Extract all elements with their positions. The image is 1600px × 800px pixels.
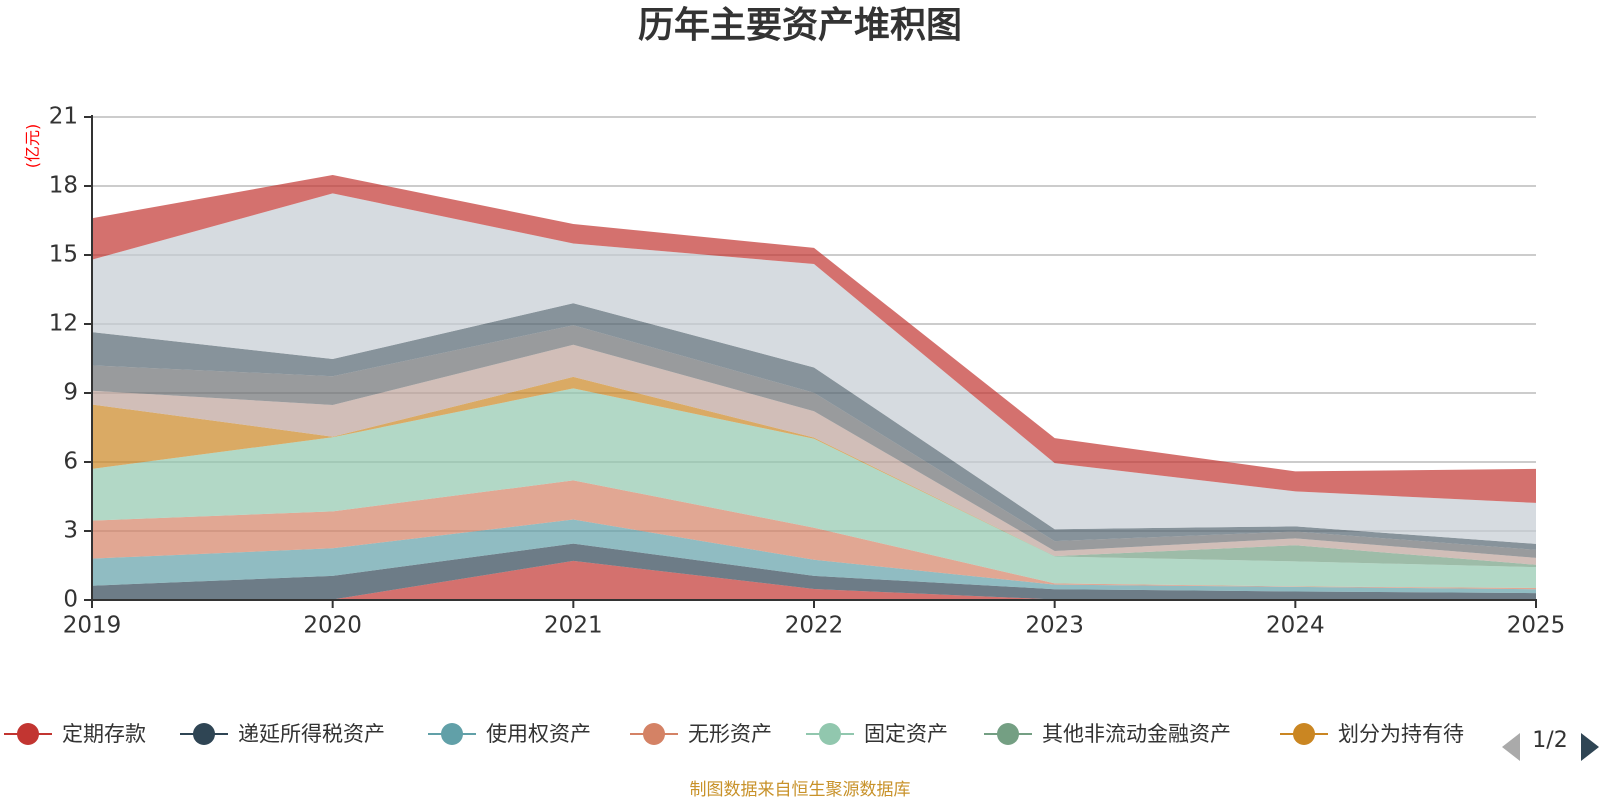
legend-item[interactable]: 其他非流动金融资产 xyxy=(984,722,1231,746)
legend-item[interactable]: 无形资产 xyxy=(630,722,772,746)
legend-circle-icon xyxy=(997,723,1019,745)
legend: 定期存款 递延所得税资产 使用权资产 无形资产 固定资产 其他非流动金融资产 划分为持有待 xyxy=(4,722,1464,746)
y-tick-label: 21 xyxy=(49,104,78,130)
y-tick-label: 3 xyxy=(63,518,78,544)
legend-label: 无形资产 xyxy=(688,722,772,746)
legend-circle-icon xyxy=(17,723,39,745)
x-tick-label: 2025 xyxy=(1507,613,1566,639)
y-tick-label: 12 xyxy=(49,311,78,337)
legend-label: 其他非流动金融资产 xyxy=(1042,722,1231,746)
legend-pager: 1/2 xyxy=(1502,728,1599,761)
y-tick-label: 15 xyxy=(49,242,78,268)
legend-item[interactable]: 使用权资产 xyxy=(428,722,591,746)
legend-item[interactable]: 划分为持有待 xyxy=(1280,722,1464,746)
legend-label: 定期存款 xyxy=(62,722,146,746)
y-tick-label: 6 xyxy=(63,449,78,475)
x-tick-label: 2024 xyxy=(1266,613,1325,639)
legend-label: 划分为持有待 xyxy=(1338,722,1464,746)
area-series-group xyxy=(92,175,1536,600)
legend-item[interactable]: 递延所得税资产 xyxy=(180,722,385,746)
legend-prev-icon[interactable] xyxy=(1502,733,1520,761)
legend-circle-icon xyxy=(1293,723,1315,745)
area-series-1 xyxy=(92,560,1536,600)
y-axis-tick-labels: 0 3 6 9 12 15 18 21 xyxy=(49,104,92,613)
area-series-11 xyxy=(92,193,1536,544)
area-series-12 xyxy=(92,175,1536,503)
legend-label: 使用权资产 xyxy=(486,722,591,746)
y-tick-label: 9 xyxy=(63,380,78,406)
x-tick-label: 2022 xyxy=(785,613,844,639)
y-tick-label: 0 xyxy=(63,587,78,613)
area-series-5 xyxy=(92,388,1536,588)
x-tick-label: 2023 xyxy=(1025,613,1084,639)
area-series-4 xyxy=(92,480,1536,590)
area-series-8 xyxy=(92,344,1536,565)
area-series-2 xyxy=(92,543,1536,600)
legend-label: 递延所得税资产 xyxy=(238,722,385,746)
legend-circle-icon xyxy=(819,723,841,745)
x-tick-label: 2020 xyxy=(303,613,362,639)
data-source-note: 制图数据来自恒生聚源数据库 xyxy=(690,780,911,800)
legend-next-icon[interactable] xyxy=(1581,733,1599,761)
legend-page-indicator: 1/2 xyxy=(1532,728,1567,753)
legend-circle-icon xyxy=(193,723,215,745)
y-axis-unit-label: (亿元) xyxy=(23,124,42,169)
legend-circle-icon xyxy=(441,723,463,745)
legend-item[interactable]: 固定资产 xyxy=(806,722,948,746)
x-tick-label: 2019 xyxy=(63,613,122,639)
x-tick-label: 2021 xyxy=(544,613,603,639)
legend-label: 固定资产 xyxy=(864,722,948,746)
x-axis-tick-labels: 2019 2020 2021 2022 2023 2024 2025 xyxy=(63,600,1566,639)
area-series-3 xyxy=(92,519,1536,594)
y-tick-label: 18 xyxy=(49,173,78,199)
chart-title: 历年主要资产堆积图 xyxy=(638,5,962,46)
legend-item[interactable]: 定期存款 xyxy=(4,722,146,746)
legend-circle-icon xyxy=(643,723,665,745)
